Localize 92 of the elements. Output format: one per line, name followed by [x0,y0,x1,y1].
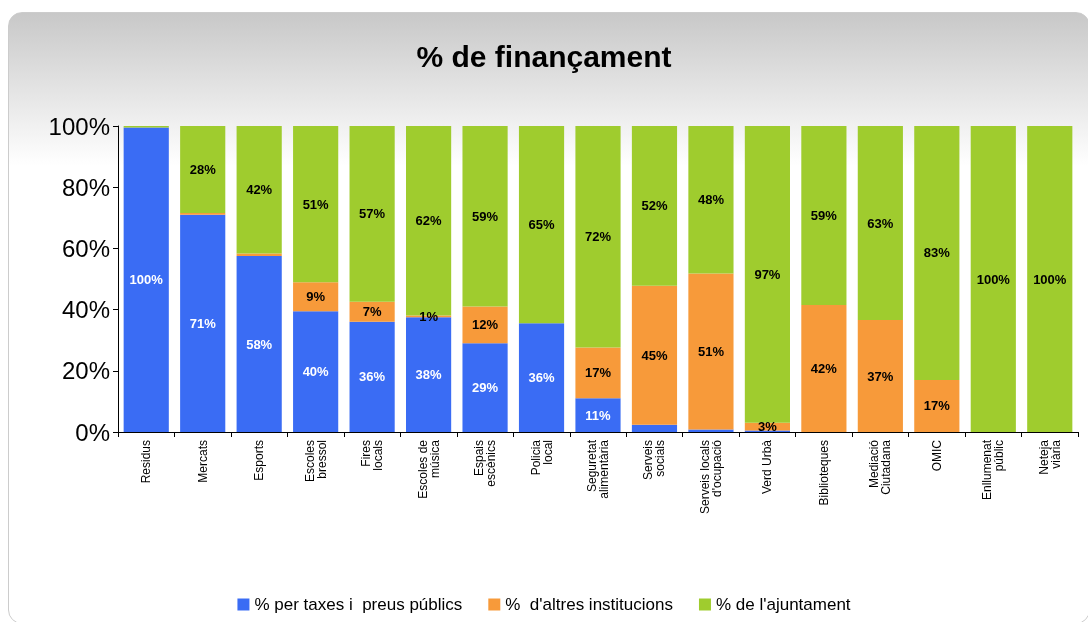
data-label: 36% [528,370,555,386]
bar [349,321,395,432]
bar [575,398,621,432]
data-label: 52% [641,198,668,214]
data-label: 45% [641,347,668,363]
x-tick-label: Neteja viària [1036,439,1063,475]
bar [462,343,508,432]
bar [857,126,903,320]
data-label: 36% [359,369,386,385]
x-tick-label: Biblioteques [816,440,831,506]
bar [123,127,169,432]
bar [180,126,226,213]
bar [744,126,790,423]
data-label: 58% [246,336,273,352]
x-tick-label: Enllumenat públic [980,439,1007,501]
data-label: 51% [697,344,725,360]
legend-label: % per taxes i preus públics [254,595,463,614]
x-tick-label: Mercats [195,440,210,483]
bar [575,126,621,348]
data-label: 72% [584,229,612,245]
x-tick-label: Serveis socials [641,440,668,481]
data-label: 63% [867,215,894,231]
data-label: 100% [1033,271,1067,287]
data-label: 65% [528,217,555,233]
data-label: 59% [472,208,499,224]
x-tick-label: Residus [139,440,154,484]
bar [462,126,508,307]
bar [575,347,621,399]
bar [631,285,678,425]
legend-label: % de l'ajuntament [715,595,851,614]
bar [236,126,282,254]
data-label: 1% [419,308,439,324]
data-label: 51% [302,196,330,212]
data-label: 62% [415,213,443,229]
bar [518,323,565,432]
x-tick-label: Esports [252,440,267,481]
data-label: 83% [923,245,951,261]
bar [349,126,395,302]
data-label: 17% [584,365,612,381]
bar [914,379,960,432]
bar [631,126,678,286]
bar [293,311,339,432]
data-label: 11% [585,407,612,423]
data-label: 42% [810,361,838,377]
data-label: 3% [758,419,778,435]
data-label: 40% [302,364,330,380]
data-label: 97% [754,266,781,282]
bar [801,126,847,306]
x-tick-label: Policia local [528,439,555,476]
y-tick-label: 80% [61,173,110,201]
legend-label: % d'altres institucions [505,595,673,614]
bar [518,126,565,324]
bar [857,320,903,432]
y-tick-label: 60% [61,234,110,262]
bar [801,305,847,432]
bar [688,273,734,430]
bar [293,126,339,283]
data-label: 9% [306,289,326,305]
x-tick-label: Escoles bressol [302,440,329,483]
y-tick-label: 40% [61,296,110,324]
data-label: 59% [810,208,838,224]
data-label: 42% [246,182,273,198]
x-tick-label: Fires locals [359,440,386,471]
data-label: 17% [923,398,951,414]
bar [1027,126,1073,432]
bar [236,256,282,432]
data-label: 12% [472,317,499,333]
data-label: 100% [129,272,164,288]
bar [462,306,508,344]
data-label: 37% [867,368,894,384]
x-tick-label: Mediació Ciutadana [867,439,894,495]
data-label: 100% [976,271,1011,287]
bar [293,282,339,312]
bar [180,214,226,432]
x-tick-label: Verd Urbà [760,439,775,495]
x-tick-label: Escoles de música [415,439,442,499]
data-label: 38% [415,367,443,383]
bar [970,126,1016,432]
x-tick-label: OMIC [929,439,944,472]
bar [688,126,734,274]
data-label: 48% [697,192,725,208]
y-tick-label: 100% [48,112,110,140]
data-label: 7% [362,304,382,320]
bar [914,126,960,380]
y-tick-label: 0% [75,418,110,446]
chart-title: % de finançament [416,39,672,73]
data-label: 57% [359,206,386,222]
y-tick-label: 20% [61,357,110,385]
data-label: 71% [189,315,217,331]
data-label: 29% [472,380,499,396]
data-label: 28% [189,161,217,177]
bar [631,424,678,432]
